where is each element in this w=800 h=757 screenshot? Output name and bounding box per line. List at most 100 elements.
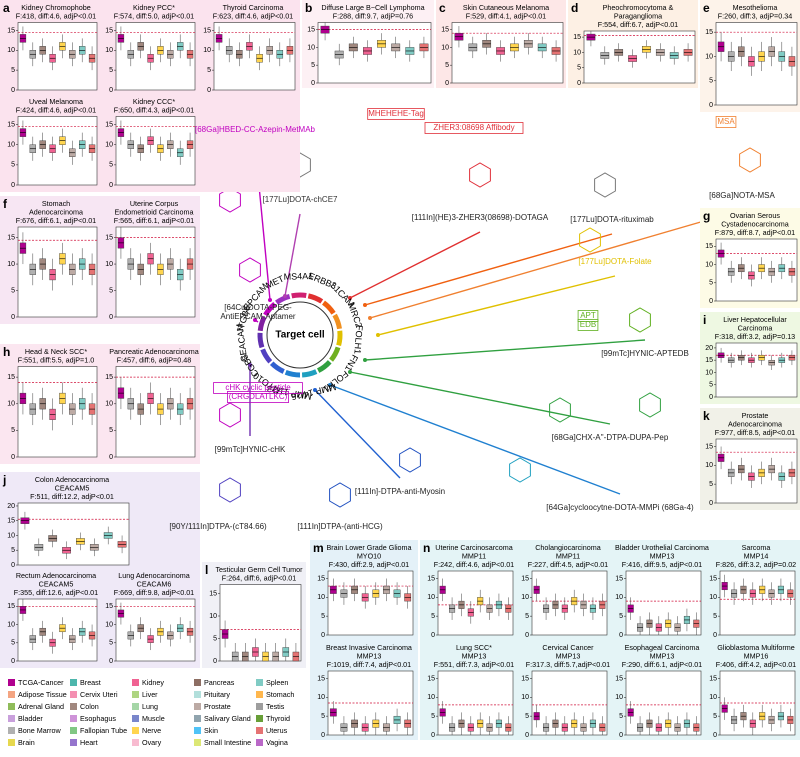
y-tick-label: 0: [709, 298, 713, 305]
y-tick-label: 5: [709, 78, 713, 85]
plot-stats: F:317.3, diff:5.7,adjP<0.01: [526, 660, 610, 669]
plot-title: Adenocarcinoma: [29, 207, 83, 216]
legend-swatch: [70, 691, 77, 698]
plot-stats: F:406, diff:4.2, adjP<0.01: [716, 660, 796, 669]
structure: [629, 307, 651, 333]
panel-letter: f: [3, 197, 8, 211]
plot-title: Kidney CCC*: [133, 97, 176, 106]
ring-segment: [321, 300, 336, 315]
plot-title: MMP16: [744, 651, 769, 660]
plot-stats: F:551, diff:7.3, adjP<0.01: [434, 660, 514, 669]
plot-stats: F:574, diff:5.0, adjP<0.01: [114, 11, 194, 20]
arrow-head: [328, 383, 332, 387]
compound-label: [99mTc]HYNIC-APTEDB: [601, 349, 689, 358]
legend-swatch: [132, 727, 139, 734]
legend-label: Small Intestine: [204, 738, 251, 747]
y-tick-label: 10: [209, 613, 217, 620]
decor: [219, 102, 761, 508]
y-tick-label: 10: [705, 261, 713, 268]
compound-label: APT: [580, 311, 596, 320]
y-tick-label: 10: [705, 369, 713, 376]
y-tick-label: 5: [11, 287, 15, 294]
y-tick-label: 5: [11, 67, 15, 74]
plot-frame: [213, 22, 296, 91]
y-tick-label: 15: [203, 27, 211, 34]
compound-label: [111In](HE)3-ZHER3(08698)-DOTAGA: [412, 213, 549, 222]
center-label: Target cell: [275, 330, 324, 341]
y-tick-label: 15: [427, 575, 435, 582]
plot-stats: F:264, diff:6, adjP<0.01: [222, 573, 296, 582]
y-tick-label: 15: [105, 27, 113, 34]
legend-swatch: [8, 715, 15, 722]
arrow-head: [348, 370, 352, 374]
antigen-label: CEACAM: [234, 323, 249, 362]
plot-stats: F:826, diff:3.2, adjP=0.02: [716, 560, 796, 569]
plot-title: Carcinoma: [738, 323, 773, 332]
arrow: [349, 231, 481, 299]
legend-label: Kidney: [142, 678, 164, 687]
y-tick-label: 5: [321, 613, 325, 620]
y-tick-label: 10: [7, 142, 15, 149]
structure: [579, 227, 601, 253]
y-tick-label: 10: [521, 594, 529, 601]
y-tick-label: 0: [213, 658, 217, 665]
plot-title: Prostate: [742, 411, 769, 420]
legend-label: Muscle: [142, 714, 165, 723]
legend-label: Skin: [204, 726, 218, 735]
plot-title: Diffuse Large B−Cell Lymphoma: [321, 3, 424, 12]
y-tick-label: 10: [105, 401, 113, 408]
y-tick-label: 0: [11, 314, 15, 321]
y-tick-label: 0: [709, 102, 713, 109]
legend-swatch: [194, 739, 201, 746]
plot-stats: F:511, diff:12.2, adjP<0.01: [30, 492, 114, 501]
legend-label: Thyroid: [266, 714, 290, 723]
y-tick-label: 5: [11, 547, 15, 554]
y-tick-label: 10: [105, 142, 113, 149]
plot-title: Ovarian Serous: [730, 211, 780, 220]
y-tick-label: 15: [709, 675, 717, 682]
compound-label: (CRGDLATLKC): [229, 392, 288, 401]
ring-segment: [257, 315, 267, 332]
label-box: [577, 319, 599, 331]
plot-stats: F:430, diff:2.9, adjP<0.01: [329, 560, 409, 569]
legend-label: Cervix Uteri: [80, 690, 118, 699]
legend-label: Colon: [80, 702, 99, 711]
structure: [594, 172, 616, 198]
y-tick-label: 5: [207, 67, 211, 74]
plot-frame: [327, 570, 414, 636]
plot-frame: [451, 22, 564, 84]
compound-label: [177Lu]DOTA-Folate: [578, 257, 652, 266]
y-tick-label: 5: [109, 162, 113, 169]
legend-label: Liver: [142, 690, 158, 699]
y-tick-label: 15: [705, 443, 713, 450]
y-tick-label: 10: [105, 261, 113, 268]
y-tick-label: 10: [105, 621, 113, 628]
legend-label: TCGA-Cancer: [18, 678, 64, 687]
plot-title: Adenocarcinoma: [728, 419, 782, 428]
y-tick-label: 15: [105, 121, 113, 128]
legend-swatch: [256, 727, 263, 734]
y-tick-label: 0: [109, 87, 113, 94]
compound-label: [177Lu]DOTA-rituximab: [570, 215, 654, 224]
plot-title: CEACAM5: [39, 579, 74, 588]
plot-title: Bladder Urothelial Carcinoma: [615, 543, 709, 552]
y-tick-label: 10: [105, 47, 113, 54]
arrow: [377, 275, 616, 336]
y-tick-label: 5: [709, 481, 713, 488]
compound-label: [68Ga]NOTA-MSA: [709, 191, 775, 200]
plot-stats: F:554, diff:6.7, adjP<0.01: [598, 20, 678, 29]
structure: [469, 162, 491, 188]
legend-swatch: [194, 715, 201, 722]
y-tick-label: 15: [317, 675, 325, 682]
y-tick-label: 15: [427, 675, 435, 682]
compound-label: cHK cyclic peptide: [225, 383, 291, 392]
label-box: [367, 108, 425, 120]
structure: [239, 257, 261, 283]
y-tick-label: 10: [705, 53, 713, 60]
legend-label: Salivary Gland: [204, 714, 251, 723]
y-tick-label: 5: [431, 613, 435, 620]
arrow-head: [376, 333, 380, 337]
ring-segment: [284, 369, 301, 378]
ring-segment: [336, 330, 343, 346]
legend-label: Adrenal Gland: [18, 702, 64, 711]
